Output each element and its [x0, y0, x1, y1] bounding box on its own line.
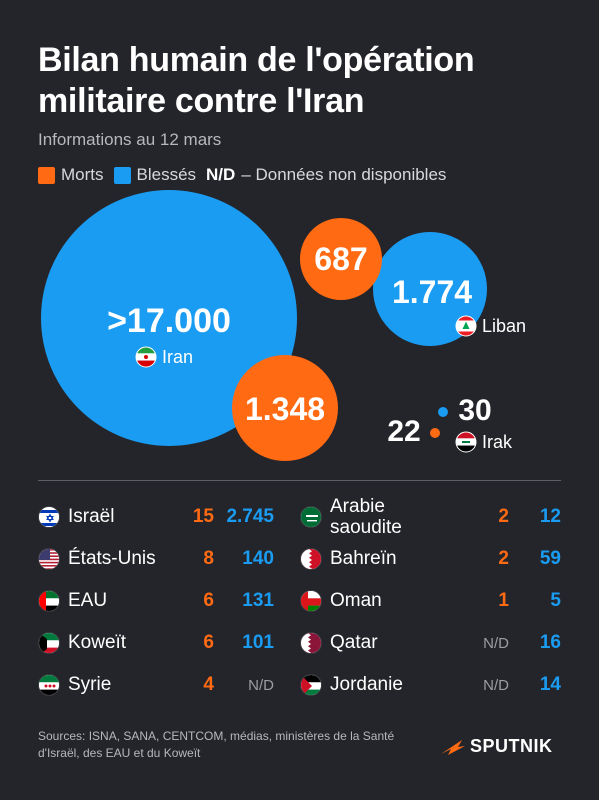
injured-count: 101 — [242, 632, 274, 653]
label-dead-liban: 687 — [314, 241, 367, 277]
dead-count: 2 — [498, 548, 509, 569]
country-name-liban: Liban — [482, 316, 526, 336]
bahrain-flag-icon — [300, 548, 322, 570]
brand-name: SPUTNIK — [470, 736, 553, 756]
oman-flag-icon — [300, 590, 322, 612]
qatar-flag-icon — [300, 632, 322, 654]
table-row: EAU 6 131 — [38, 580, 274, 622]
legend-item-injured: Blessés — [113, 165, 197, 185]
iran-flag-icon — [135, 346, 157, 368]
country-name: Israël — [68, 506, 115, 527]
label-injured-irak: 30 — [458, 394, 491, 427]
table-row: Qatar N/D 16 — [300, 622, 561, 664]
injured-count: N/D — [248, 676, 274, 694]
legend-item-dead: Morts — [38, 165, 104, 185]
country-name: Arabie saoudite — [330, 496, 402, 538]
legend-swatch-injured — [113, 166, 131, 184]
table-row: Bahreïn 2 59 — [300, 538, 561, 580]
usa-flag-icon — [38, 548, 60, 570]
table-left: Israël 15 2.745 États-Unis 8 140 EAU 6 131 Koweït… — [38, 496, 274, 706]
dead-count: 2 — [498, 506, 509, 527]
country-name-iran: Iran — [162, 347, 193, 367]
lebanon-flag-icon — [455, 315, 477, 337]
dead-count: 4 — [203, 674, 214, 695]
sputnik-logo-icon — [441, 739, 465, 755]
saudi-flag-icon — [300, 506, 322, 528]
injured-count: 5 — [550, 590, 561, 611]
dead-count: 8 — [203, 548, 214, 569]
legend-nd-label: – Données non disponibles — [241, 165, 447, 184]
country-name-irak: Irak — [482, 432, 513, 452]
divider — [38, 480, 561, 481]
legend-label-dead: Morts — [61, 165, 104, 184]
table-row: Jordanie N/D 14 — [300, 664, 561, 706]
brand-logo: SPUTNIK — [440, 736, 553, 757]
country-name: États-Unis — [68, 548, 156, 569]
injured-count: 14 — [539, 674, 561, 695]
country-name: Qatar — [330, 632, 378, 653]
injured-count: 12 — [539, 506, 561, 527]
bubble-injured-liban — [373, 232, 487, 346]
dead-count: 1 — [498, 590, 509, 611]
label-dead-irak: 22 — [387, 415, 420, 448]
bubble-dead-liban — [300, 218, 382, 300]
dead-count: 6 — [203, 590, 214, 611]
injured-count: 131 — [242, 590, 274, 611]
injured-count: 2.745 — [226, 506, 274, 527]
country-name: Koweït — [68, 632, 127, 653]
page-subtitle: Informations au 12 mars — [38, 130, 222, 149]
table-row: Syrie 4 N/D — [38, 664, 274, 706]
bubble-chart: >17.000 1.348 Iran 1.774 687 Liban 30 22 Irak — [41, 190, 526, 461]
page-title: Bilan humain de l'opération militaire co… — [38, 41, 475, 120]
table-row: Koweït 6 101 — [38, 622, 274, 664]
country-name: Bahreïn — [330, 548, 397, 569]
table-right: Arabie saoudite 2 12 Bahreïn 2 59 Oman 1 5 Qatar N… — [300, 496, 561, 706]
israel-flag-icon — [38, 506, 60, 528]
country-name: Oman — [330, 590, 382, 611]
table-row: Oman 1 5 — [300, 580, 561, 622]
uae-flag-icon — [38, 590, 60, 612]
bubble-injured-iran — [41, 190, 297, 446]
label-injured-iran: >17.000 — [107, 302, 231, 340]
iraq-flag-icon — [455, 431, 477, 453]
legend: Morts Blessés N/D – Données non disponib… — [38, 165, 446, 185]
legend-swatch-dead — [38, 166, 55, 184]
legend-label-injured: Blessés — [136, 165, 197, 184]
injured-count: 16 — [539, 632, 561, 653]
label-injured-liban: 1.774 — [392, 274, 472, 310]
dead-count: 15 — [192, 506, 214, 527]
kuwait-flag-icon — [38, 632, 60, 654]
bubble-injured-irak — [438, 407, 448, 417]
label-dead-iran: 1.348 — [245, 391, 325, 427]
country-tag-irak: Irak — [455, 431, 513, 453]
jordan-flag-icon — [300, 674, 322, 696]
sources-note: Sources: ISNA, SANA, CENTCOM, médias, mi… — [38, 729, 395, 760]
bubble-dead-irak — [430, 428, 440, 438]
injured-count: 140 — [242, 548, 274, 569]
country-name: Jordanie — [330, 674, 403, 695]
table-row: États-Unis 8 140 — [38, 538, 274, 580]
dead-count: N/D — [483, 634, 509, 652]
country-tag-liban: Liban — [455, 315, 526, 337]
dead-count: N/D — [483, 676, 509, 694]
country-name: EAU — [68, 590, 108, 611]
bubble-dead-iran — [232, 355, 338, 461]
legend-nd-key: N/D — [206, 165, 236, 184]
country-name: Syrie — [68, 674, 112, 695]
syria-flag-icon — [38, 674, 60, 696]
injured-count: 59 — [539, 548, 561, 569]
country-tag-iran: Iran — [135, 346, 193, 368]
table-row: Israël 15 2.745 — [38, 496, 274, 538]
legend-item-nd: N/D – Données non disponibles — [206, 165, 446, 185]
dead-count: 6 — [203, 632, 214, 653]
table-row: Arabie saoudite 2 12 — [300, 496, 561, 538]
